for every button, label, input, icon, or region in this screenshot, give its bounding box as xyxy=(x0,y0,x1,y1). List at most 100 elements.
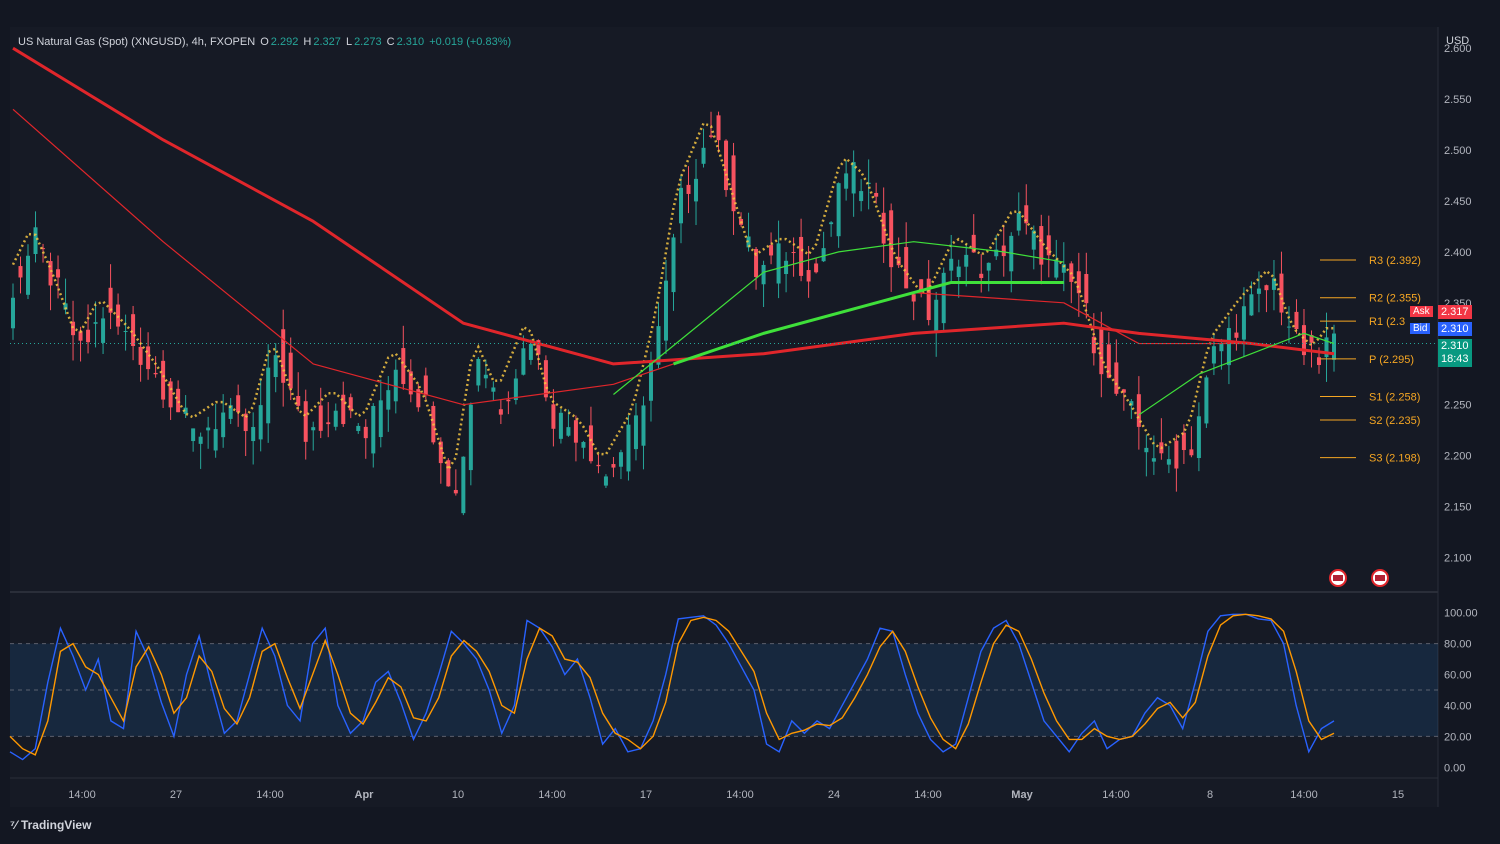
candle-body xyxy=(423,375,428,396)
candle-body xyxy=(1271,278,1276,290)
candle-body xyxy=(543,360,548,398)
time-tick-label: 14:00 xyxy=(68,789,96,801)
candle-body xyxy=(93,322,98,324)
candle-body xyxy=(198,436,203,444)
time-tick-label: May xyxy=(1011,789,1033,801)
bid-price-box: 2.310 xyxy=(1438,322,1472,336)
candle-body xyxy=(1324,337,1329,358)
pivot-label: R2 (2.355) xyxy=(1369,293,1421,305)
candle-body xyxy=(994,249,999,257)
candle-body xyxy=(986,262,991,271)
high-value: 2.327 xyxy=(313,36,341,48)
time-tick-label: 14:00 xyxy=(538,789,566,801)
candle-body xyxy=(724,140,729,191)
price-tick-label: 2.250 xyxy=(1444,400,1472,412)
time-tick-label: 14:00 xyxy=(1290,789,1318,801)
candle-body xyxy=(213,429,218,451)
candle-body xyxy=(686,184,691,194)
candle-body xyxy=(1309,335,1314,343)
candle-body xyxy=(146,346,151,370)
symbol-title: US Natural Gas (Spot) (XNGUSD), 4h, FXOP… xyxy=(18,36,256,48)
stoch-tick-label: 20.00 xyxy=(1444,731,1472,743)
time-tick-label: 15 xyxy=(1392,789,1404,801)
candle-body xyxy=(1241,306,1246,340)
candle-body xyxy=(596,464,601,467)
time-tick-label: 24 xyxy=(828,789,840,801)
price-tick-label: 2.200 xyxy=(1444,451,1472,463)
candle-body xyxy=(536,340,541,355)
candle-body xyxy=(829,222,834,225)
time-tick-label: 14:00 xyxy=(1102,789,1130,801)
candle-body xyxy=(633,415,638,450)
candle-body xyxy=(33,227,38,255)
candle-body xyxy=(1249,294,1254,316)
candle-body xyxy=(86,329,91,343)
candle-body xyxy=(1256,288,1261,294)
candle-body xyxy=(1061,264,1066,273)
candle-body xyxy=(889,210,894,268)
candle-body xyxy=(558,412,563,439)
candle-body xyxy=(1181,432,1186,451)
candle-body xyxy=(956,266,961,278)
candle-body xyxy=(236,395,241,413)
tradingview-logo[interactable]: ⁷⁄ TradingView xyxy=(10,818,91,832)
candle-body xyxy=(806,270,811,282)
candle-body xyxy=(221,412,226,438)
candle-body xyxy=(1091,336,1096,354)
time-tick-label: 27 xyxy=(170,789,182,801)
tradingview-icon: ⁷⁄ xyxy=(10,818,17,832)
candle-body xyxy=(341,394,346,425)
candle-body xyxy=(183,407,188,414)
candle-body xyxy=(1076,271,1081,294)
open-label: O xyxy=(260,36,269,48)
bid-label: Bid xyxy=(1410,323,1431,334)
candle-body xyxy=(859,191,864,202)
candle-body xyxy=(1151,458,1156,462)
candle-body xyxy=(1332,333,1336,360)
candle-body xyxy=(911,294,916,302)
candle-body xyxy=(904,247,909,289)
candle-body xyxy=(101,318,106,343)
candle-body xyxy=(521,348,526,375)
candle-body xyxy=(1234,332,1239,338)
candle-body xyxy=(626,424,631,472)
candle-body xyxy=(1264,285,1269,291)
candle-body xyxy=(281,329,286,383)
candle-body xyxy=(671,237,676,293)
candle-body xyxy=(1129,401,1134,406)
candle-body xyxy=(1316,357,1321,365)
candle-body xyxy=(123,331,128,333)
candle-body xyxy=(1144,447,1149,453)
candle-body xyxy=(1039,226,1044,265)
price-tick-label: 2.600 xyxy=(1444,43,1472,55)
candle-body xyxy=(926,278,931,321)
pivot-label: S3 (2.198) xyxy=(1369,453,1420,465)
price-tick-label: 2.550 xyxy=(1444,94,1472,106)
price-tick-label: 2.450 xyxy=(1444,196,1472,208)
candle-body xyxy=(1189,449,1194,456)
candle-body xyxy=(393,369,398,402)
time-tick-label: 17 xyxy=(640,789,652,801)
candle-body xyxy=(1226,328,1231,366)
candle-body xyxy=(63,303,68,310)
time-tick-label: 14:00 xyxy=(256,789,284,801)
candle-body xyxy=(881,212,886,244)
candle-body xyxy=(941,272,946,324)
candle-body xyxy=(581,442,586,448)
candle-body xyxy=(1166,459,1171,465)
candle-body xyxy=(131,314,136,347)
candle-body xyxy=(656,326,661,365)
candle-body xyxy=(528,343,533,360)
low-label: L xyxy=(345,36,353,48)
candle-body xyxy=(603,476,608,486)
candle-body xyxy=(791,252,796,254)
currency-label[interactable]: USD xyxy=(1446,35,1470,47)
ask-price-box: 2.317 xyxy=(1438,305,1472,319)
candle-body xyxy=(836,183,841,237)
candle-body xyxy=(1211,346,1216,364)
candle-body xyxy=(1099,327,1104,375)
candle-body xyxy=(206,427,211,431)
candle-body xyxy=(318,405,323,431)
candle-body xyxy=(1196,416,1201,459)
